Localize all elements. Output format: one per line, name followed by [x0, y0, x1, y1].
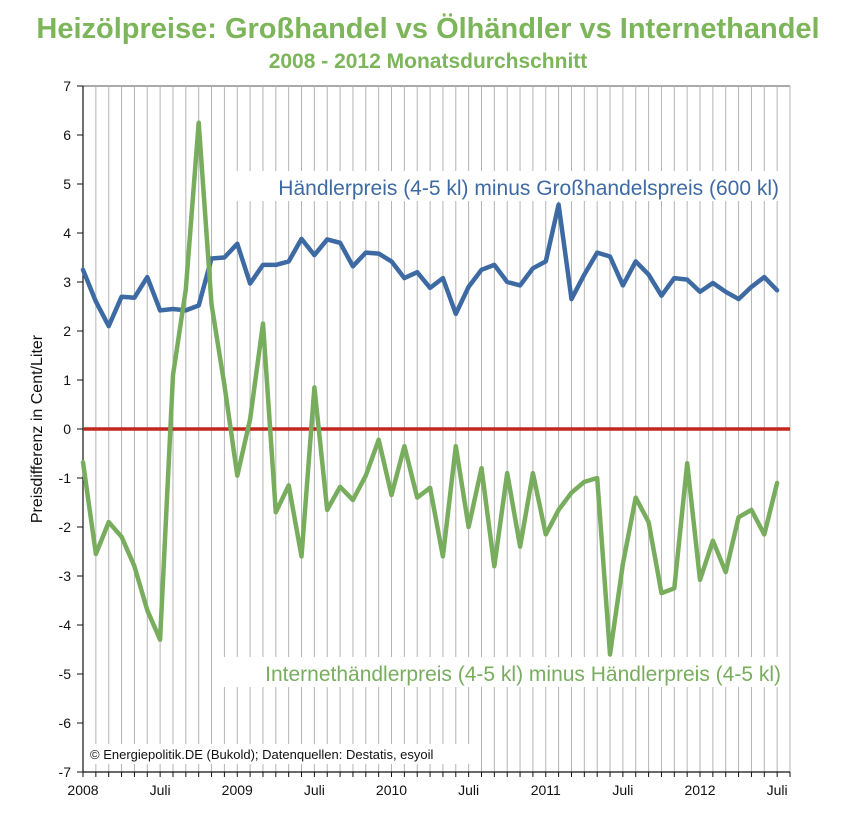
series-label-blue-bg: [236, 171, 781, 201]
series-label-blue: Händlerpreis (4-5 kl) minus Großhandelsp…: [236, 171, 781, 201]
y-tick-label: -4: [59, 617, 72, 633]
y-tick-label: 2: [63, 323, 71, 339]
y-axis-ticks: 7 6 5 4 3 2 1 0 -1 -2 -3 -4 -5 -6 -7: [59, 78, 83, 780]
y-tick-label: -2: [59, 519, 72, 535]
series-line-blue: [80, 202, 780, 329]
x-tick-label: 2009: [222, 782, 253, 798]
x-tick-label: Juli: [150, 782, 171, 798]
y-tick-label: 5: [63, 176, 71, 192]
y-tick-label: -1: [59, 470, 72, 486]
chart-subtitle: 2008 - 2012 Monatsdurchschnitt: [269, 50, 588, 73]
x-tick-label: Juli: [767, 782, 788, 798]
y-tick-label: 4: [63, 225, 71, 241]
y-tick-label: 6: [63, 127, 71, 143]
series-label-blue-text: Händlerpreis (4-5 kl) minus Großhandelsp…: [278, 177, 779, 200]
y-tick-label: -6: [59, 715, 72, 731]
series-label-green-text: Internethändlerpreis (4-5 kl) minus Händ…: [265, 663, 781, 686]
y-tick-label: 1: [63, 372, 71, 388]
series-label-green: Internethändlerpreis (4-5 kl) minus Händ…: [213, 657, 784, 687]
chart-title: Heizölpreise: Großhandel vs Ölhändler vs…: [36, 12, 819, 45]
y-tick-label: 0: [63, 421, 71, 437]
credit-box: © Energiepolitik.DE (Bukold); Datenquell…: [86, 744, 472, 764]
series-label-green-bg: [213, 657, 784, 687]
credit-bg: [86, 744, 472, 764]
y-tick-label: 3: [63, 274, 71, 290]
y-tick-label: -7: [59, 764, 72, 780]
series-line-green: [80, 120, 780, 657]
credit-text: © Energiepolitik.DE (Bukold); Datenquell…: [90, 747, 434, 762]
x-tick-label: Juli: [304, 782, 325, 798]
x-tick-label: Juli: [612, 782, 633, 798]
series-lines: [80, 120, 780, 657]
y-axis-label: Preisdifferenz in Cent/Liter: [29, 334, 46, 523]
x-axis-ticks: 2008 Juli 2009 Juli 2010 Juli 2011 Juli 2012 Juli: [67, 772, 791, 798]
x-tick-label: 2012: [684, 782, 715, 798]
x-tick-label: Juli: [458, 782, 479, 798]
x-tick-label: 2008: [67, 782, 98, 798]
y-tick-label: -3: [59, 568, 72, 584]
y-tick-label: 7: [63, 78, 71, 94]
y-tick-label: -5: [59, 666, 72, 682]
x-tick-label: 2010: [376, 782, 407, 798]
x-tick-label: 2011: [531, 782, 561, 798]
